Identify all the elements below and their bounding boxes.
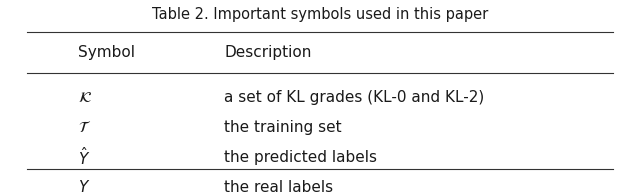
Text: the training set: the training set bbox=[225, 120, 342, 135]
Text: Symbol: Symbol bbox=[78, 45, 135, 60]
Text: a set of KL grades (KL-0 and KL-2): a set of KL grades (KL-0 and KL-2) bbox=[225, 90, 484, 105]
Text: $\mathcal{K}$: $\mathcal{K}$ bbox=[78, 90, 92, 105]
Text: $\hat{Y}$: $\hat{Y}$ bbox=[78, 146, 90, 168]
Text: Description: Description bbox=[225, 45, 312, 60]
Text: $Y$: $Y$ bbox=[78, 179, 90, 195]
Text: the real labels: the real labels bbox=[225, 180, 333, 195]
Text: $\mathcal{T}$: $\mathcal{T}$ bbox=[78, 120, 91, 135]
Text: Table 2. Important symbols used in this paper: Table 2. Important symbols used in this … bbox=[152, 7, 488, 21]
Text: the predicted labels: the predicted labels bbox=[225, 150, 378, 165]
